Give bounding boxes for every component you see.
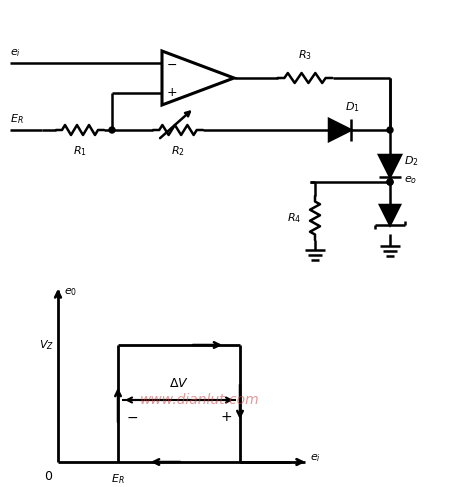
Text: $-$: $-$ [167, 57, 177, 71]
Text: $D_1$: $D_1$ [345, 100, 360, 114]
Text: $E_R$: $E_R$ [111, 472, 125, 486]
Polygon shape [380, 205, 400, 225]
Text: $E_R$: $E_R$ [10, 112, 24, 126]
Text: $+$: $+$ [166, 86, 177, 98]
Text: $e_o$: $e_o$ [404, 174, 417, 186]
Text: $+$: $+$ [220, 410, 232, 424]
Text: $e_i$: $e_i$ [310, 452, 321, 464]
Text: $R_4$: $R_4$ [287, 211, 301, 225]
Text: www.dianlut.com: www.dianlut.com [140, 393, 260, 407]
Text: $e_0$: $e_0$ [64, 286, 77, 298]
Circle shape [387, 179, 393, 185]
Text: $R_3$: $R_3$ [298, 48, 312, 62]
Polygon shape [379, 155, 401, 177]
Text: $D_2$: $D_2$ [404, 154, 419, 168]
Text: $-$: $-$ [126, 410, 138, 424]
Text: 0: 0 [44, 470, 52, 483]
Text: $\Delta V$: $\Delta V$ [169, 377, 189, 390]
Circle shape [387, 127, 393, 133]
Polygon shape [329, 119, 351, 141]
Circle shape [387, 179, 393, 185]
Text: $R_2$: $R_2$ [171, 144, 185, 158]
Text: $V_Z$: $V_Z$ [39, 338, 54, 352]
Circle shape [109, 127, 115, 133]
Text: $R_1$: $R_1$ [73, 144, 87, 158]
Text: $e_i$: $e_i$ [10, 47, 21, 59]
